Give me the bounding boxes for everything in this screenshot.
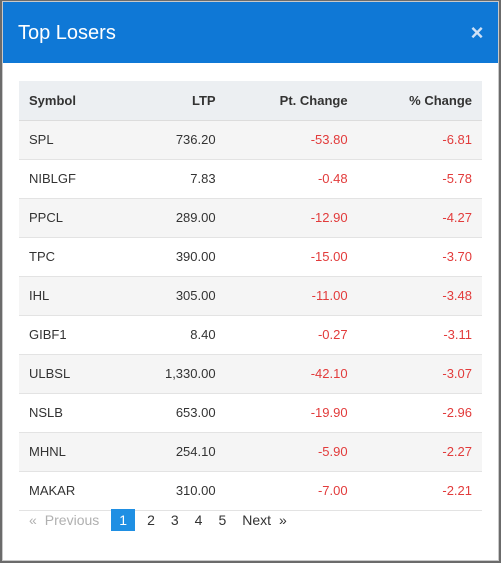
- cell-ltp: 653.00: [175, 405, 216, 420]
- cell-ltp: 390.00: [175, 249, 216, 264]
- table-row[interactable]: TPC 390.00 -15.00 -3.70: [19, 237, 482, 276]
- next-arrow-icon[interactable]: »: [279, 512, 287, 528]
- cell-ltp: 8.40: [190, 327, 216, 342]
- cell-ltp: 254.10: [175, 444, 216, 459]
- cell-pt-change: -7.00: [317, 483, 348, 498]
- previous-button[interactable]: Previous: [44, 512, 100, 528]
- cell-symbol[interactable]: SPL: [29, 132, 54, 147]
- table-row[interactable]: SPL 736.20 -53.80 -6.81: [19, 120, 482, 159]
- cell-pt-change: -15.00: [310, 249, 348, 264]
- cell-ltp: 1,330.00: [164, 366, 216, 381]
- table-row[interactable]: GIBF1 8.40 -0.27 -3.11: [19, 315, 482, 354]
- cell-symbol[interactable]: GIBF1: [29, 327, 67, 342]
- cell-ltp: 7.83: [190, 171, 216, 186]
- cell-pct-change: -2.27: [442, 444, 472, 459]
- cell-symbol[interactable]: ULBSL: [29, 366, 71, 381]
- cell-pct-change: -3.70: [442, 249, 472, 264]
- cell-ltp: 736.20: [175, 132, 216, 147]
- cell-pt-change: -42.10: [310, 366, 348, 381]
- cell-pt-change: -12.90: [310, 210, 348, 225]
- table-row[interactable]: NIBLGF 7.83 -0.48 -5.78: [19, 159, 482, 198]
- page-1-button[interactable]: 1: [111, 509, 136, 531]
- cell-symbol[interactable]: NIBLGF: [29, 171, 76, 186]
- cell-pct-change: -3.07: [442, 366, 472, 381]
- table-row[interactable]: NSLB 653.00 -19.90 -2.96: [19, 393, 482, 432]
- cell-pct-change: -3.48: [442, 288, 472, 303]
- next-button[interactable]: Next: [242, 512, 272, 528]
- cell-pct-change: -2.21: [442, 483, 472, 498]
- top-losers-table: Symbol LTP Pt. Change % Change SPL 736.20…: [19, 81, 482, 511]
- cell-pt-change: -5.90: [317, 444, 348, 459]
- cell-pct-change: -6.81: [442, 132, 472, 147]
- cell-ltp: 310.00: [175, 483, 216, 498]
- column-header-pt-change[interactable]: Pt. Change: [225, 81, 358, 121]
- column-header-pct-change[interactable]: % Change: [357, 81, 482, 121]
- cell-pct-change: -5.78: [442, 171, 472, 186]
- cell-symbol[interactable]: TPC: [29, 249, 55, 264]
- cell-pt-change: -19.90: [310, 405, 348, 420]
- table-row[interactable]: IHL 305.00 -11.00 -3.48: [19, 276, 482, 315]
- page-4-button[interactable]: 4: [194, 512, 203, 528]
- cell-pt-change: -53.80: [310, 132, 348, 147]
- cell-symbol[interactable]: MHNL: [29, 444, 66, 459]
- table-row[interactable]: MHNL 254.10 -5.90 -2.27: [19, 432, 482, 471]
- cell-pct-change: -3.11: [443, 327, 472, 342]
- table-header-row: Symbol LTP Pt. Change % Change: [19, 81, 482, 121]
- table-row[interactable]: MAKAR 310.00 -7.00 -2.21: [19, 471, 482, 510]
- cell-ltp: 289.00: [175, 210, 216, 225]
- page-3-button[interactable]: 3: [170, 512, 179, 528]
- cell-pct-change: -2.96: [442, 405, 472, 420]
- cell-pt-change: -11.00: [311, 288, 348, 303]
- previous-arrow-icon: «: [29, 512, 37, 528]
- column-header-ltp[interactable]: LTP: [119, 81, 226, 121]
- cell-ltp: 305.00: [175, 288, 216, 303]
- cell-symbol[interactable]: NSLB: [29, 405, 63, 420]
- modal-title: Top Losers: [18, 22, 116, 44]
- cell-symbol[interactable]: PPCL: [29, 210, 63, 225]
- cell-pct-change: -4.27: [442, 210, 472, 225]
- column-header-symbol[interactable]: Symbol: [19, 81, 120, 121]
- cell-pt-change: -0.48: [317, 171, 348, 186]
- close-icon[interactable]: ×: [470, 20, 484, 45]
- page-5-button[interactable]: 5: [218, 512, 227, 528]
- modal-header: Top Losers ×: [3, 2, 498, 63]
- cell-pt-change: -0.27: [317, 327, 348, 342]
- cell-symbol[interactable]: IHL: [29, 288, 50, 303]
- cell-symbol[interactable]: MAKAR: [29, 483, 76, 498]
- page-2-button[interactable]: 2: [147, 512, 155, 528]
- table-row[interactable]: ULBSL 1,330.00 -42.10 -3.07: [19, 354, 482, 393]
- table-row[interactable]: PPCL 289.00 -12.90 -4.27: [19, 198, 482, 237]
